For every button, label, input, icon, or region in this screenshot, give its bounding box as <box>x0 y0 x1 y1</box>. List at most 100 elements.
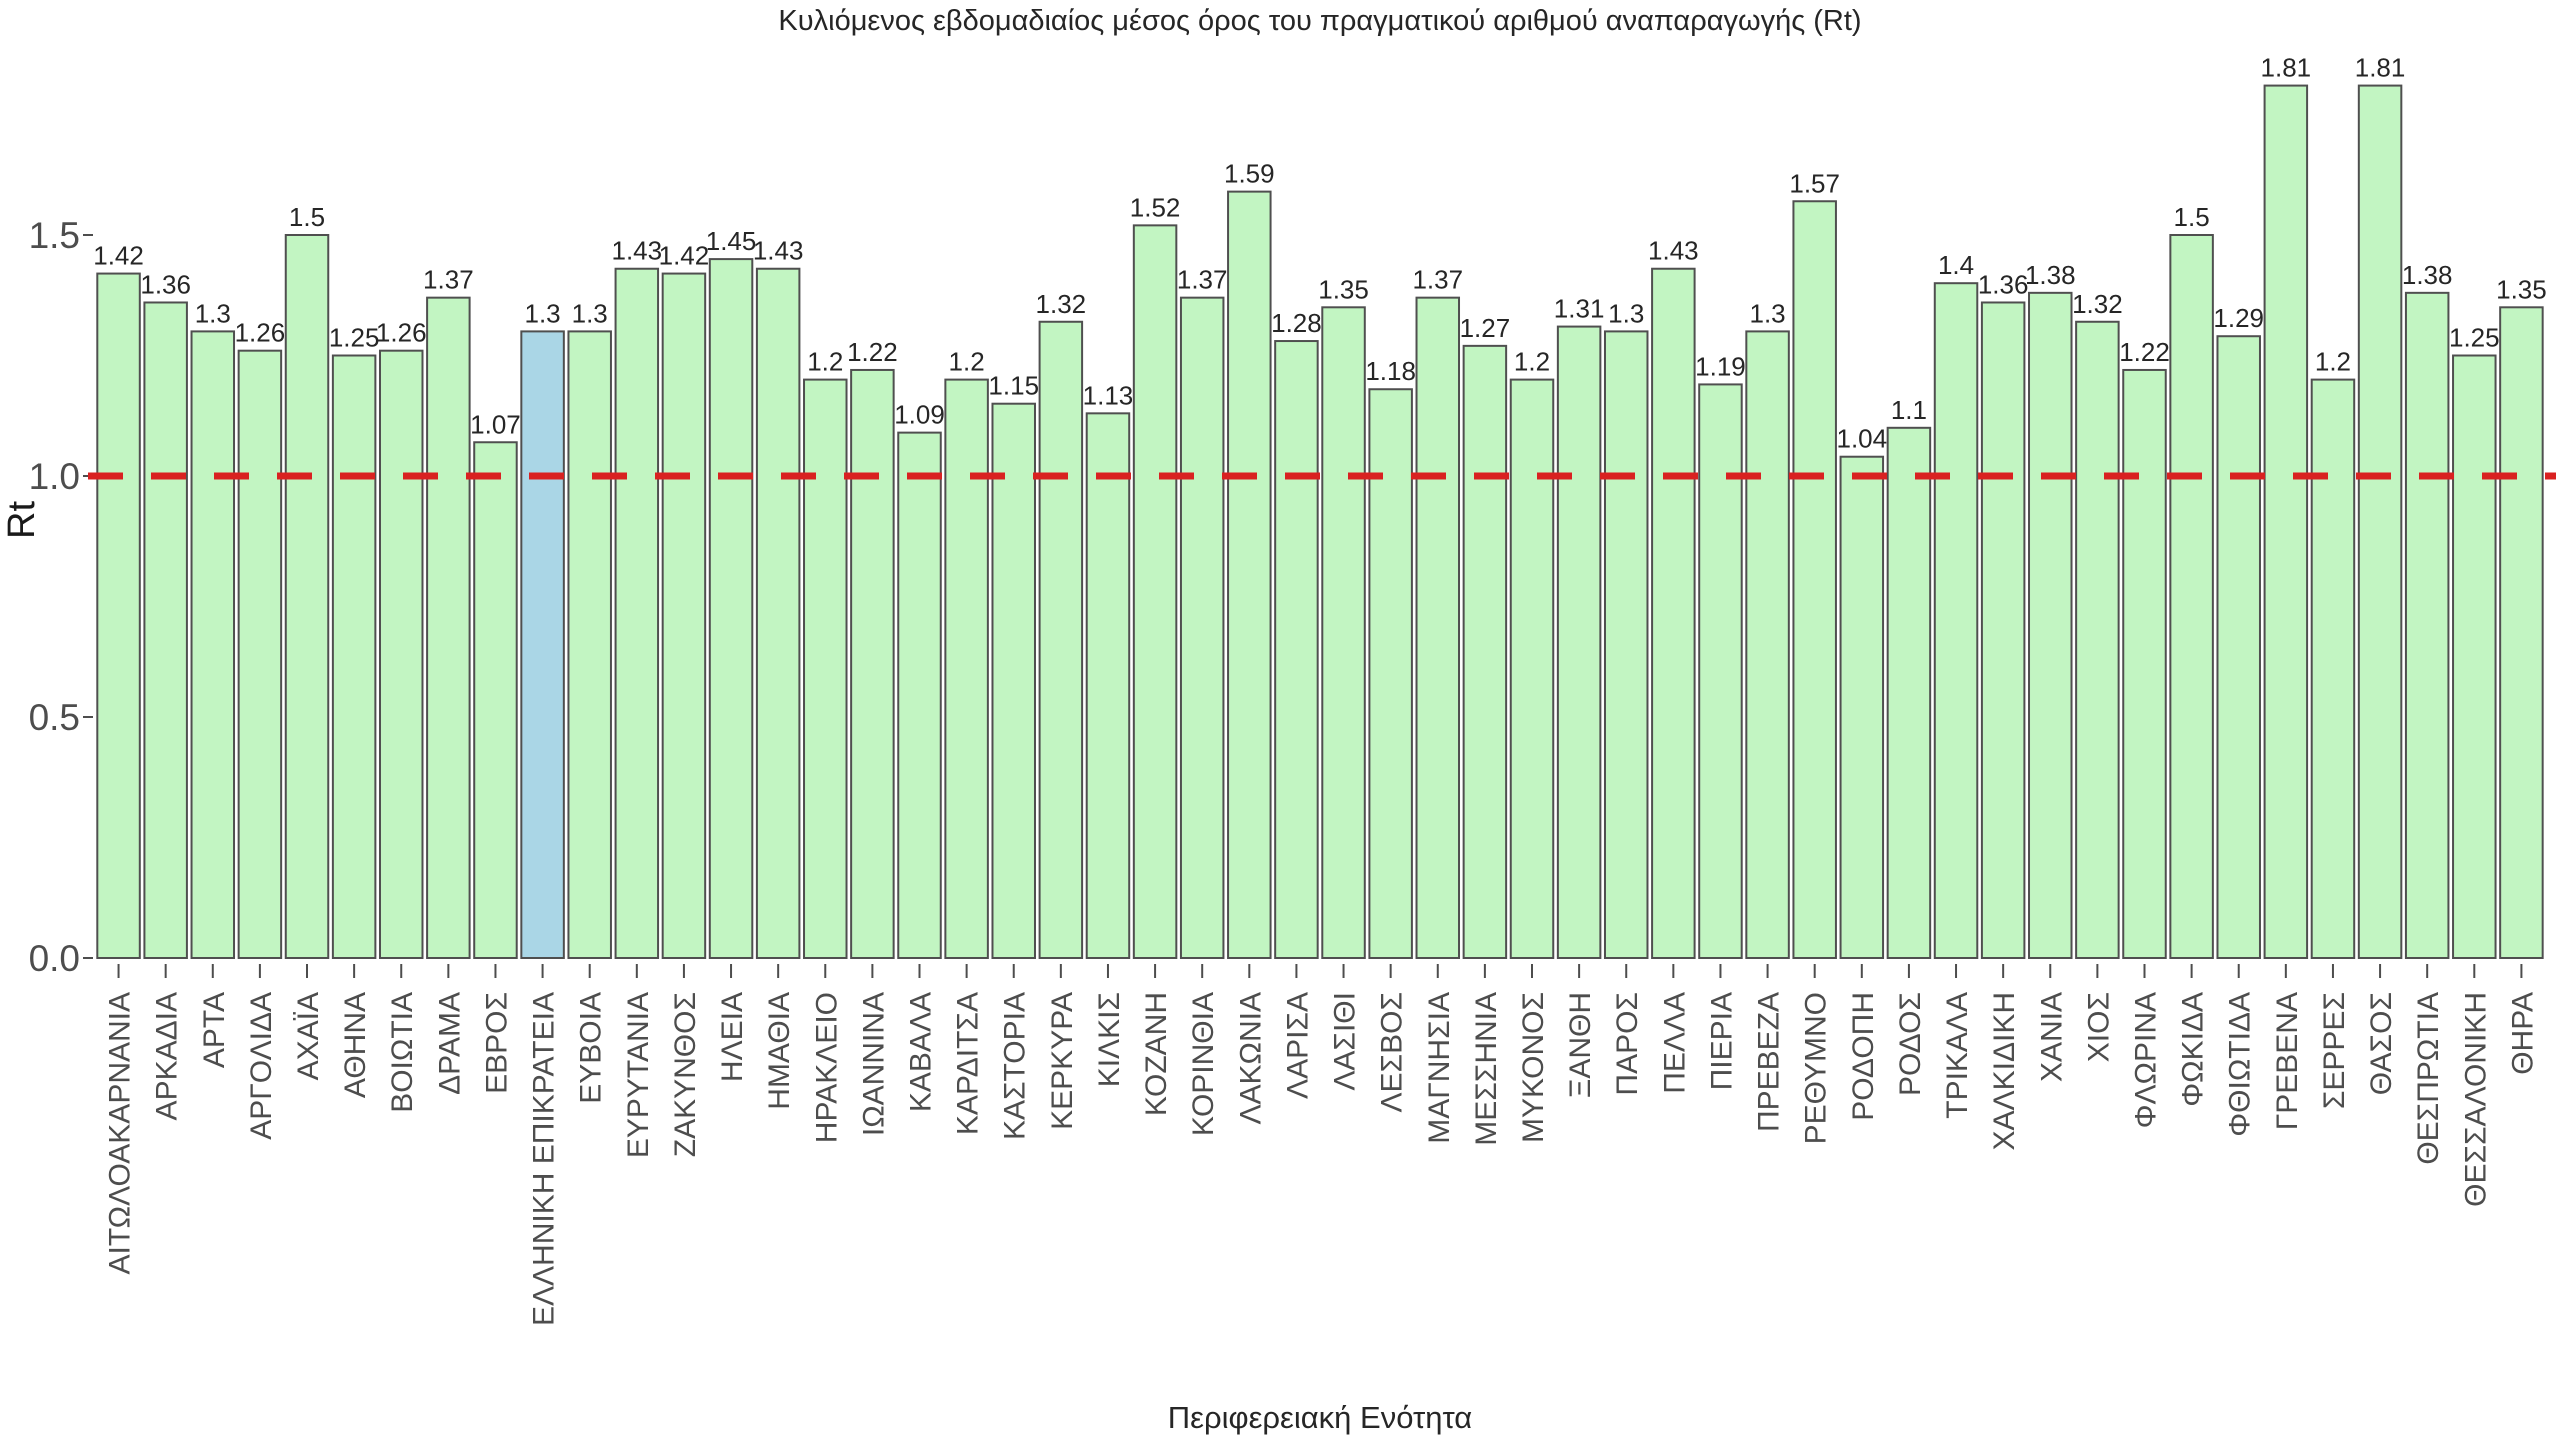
bar-value-label: 1.3 <box>195 298 231 328</box>
bar-value-label: 1.22 <box>847 337 898 367</box>
x-tick-label: ΒΟΙΩΤΙΑ <box>386 992 419 1113</box>
bar-value-label: 1.43 <box>1648 236 1699 266</box>
x-tick-label: ΤΡΙΚΑΛΑ <box>1941 992 1974 1119</box>
y-axis-ticks: 0.0 0.5 1.0 1.5 <box>29 215 93 979</box>
x-tick-label: ΑΧΑΪΑ <box>292 992 325 1080</box>
bar-value-label: 1.26 <box>235 318 286 348</box>
bar <box>237 349 283 959</box>
bar-value-label: 1.43 <box>753 236 804 266</box>
bar <box>2075 320 2120 959</box>
x-tick-label: ΘΗΡΑ <box>2506 992 2539 1075</box>
bar-value-label: 1.32 <box>2072 289 2123 319</box>
bar <box>2216 335 2261 960</box>
x-tick-label: ΚΟΡΙΝΘΙΑ <box>1187 992 1220 1136</box>
bar-value-label: 1.5 <box>2174 202 2210 232</box>
x-tick-label: ΛΕΣΒΟΣ <box>1376 992 1409 1112</box>
x-tick-label: ΗΛΕΙΑ <box>716 992 749 1082</box>
bar <box>331 354 377 959</box>
bar <box>284 234 330 959</box>
bar <box>1274 340 1319 960</box>
x-tick-label: ΑΡΚΑΔΙΑ <box>151 992 184 1120</box>
x-tick-label: ΑΘΗΝΑ <box>339 992 372 1098</box>
bar-value-label: 1.4 <box>1938 250 1974 280</box>
x-tick-label: ΜΑΓΝΗΣΙΑ <box>1423 992 1456 1144</box>
bar-value-label: 1.25 <box>2449 323 2500 353</box>
bar <box>897 431 942 959</box>
bar <box>2028 291 2073 959</box>
x-tick-label: ΦΩΚΙΔΑ <box>2177 992 2210 1107</box>
x-tick-label: ΕΒΡΟΣ <box>480 992 513 1094</box>
x-tick-label: ΚΑΣΤΟΡΙΑ <box>999 992 1032 1140</box>
bar <box>1792 200 1837 959</box>
chart-title: Κυλιόμενος εβδομαδιαίος μέσος όρος του π… <box>778 5 1861 37</box>
bar <box>190 330 236 959</box>
bar-value-label: 1.38 <box>2402 260 2453 290</box>
bar <box>2310 378 2356 960</box>
bar-value-label: 1.1 <box>1891 395 1927 425</box>
bar-value-label: 1.31 <box>1554 294 1605 324</box>
x-tick-label: ΣΕΡΡΕΣ <box>2318 992 2351 1109</box>
x-tick-label: ΕΥΡΥΤΑΝΙΑ <box>622 992 655 1158</box>
bar <box>96 272 141 959</box>
x-tick-label: ΓΡΕΒΕΝΑ <box>2271 992 2304 1130</box>
bar-value-label: 1.45 <box>706 226 757 256</box>
x-tick-label: ΗΡΑΚΛΕΙΟ <box>810 992 843 1143</box>
bar <box>2357 84 2403 959</box>
bar <box>2169 234 2214 959</box>
x-tick-label: ΕΛΛΗΝΙΚΗ ΕΠΙΚΡΑΤΕΙΑ <box>528 992 561 1326</box>
x-tick-label: ΠΡΕΒΕΖΑ <box>1753 992 1786 1132</box>
x-tick-label: ΚΙΛΚΙΣ <box>1093 992 1126 1087</box>
bar-value-label: 1.28 <box>1271 308 1322 338</box>
bar <box>1745 330 1790 959</box>
bar-value-label: 1.57 <box>1789 168 1840 198</box>
bar-value-label: 1.19 <box>1695 351 1746 381</box>
bar-value-label: 1.2 <box>807 347 843 377</box>
bar <box>1227 190 1272 959</box>
bar-value-label: 1.3 <box>572 298 608 328</box>
bar <box>1132 224 1178 960</box>
bar-value-label: 1.81 <box>2355 53 2406 83</box>
bar <box>803 378 848 960</box>
x-tick-label: ΑΡΓΟΛΙΔΑ <box>245 992 278 1140</box>
x-tick-label: ΖΑΚΥΝΘΟΣ <box>669 992 702 1157</box>
x-tick-label: ΞΑΝΘΗ <box>1564 992 1597 1098</box>
x-tick-label: ΡΕΘΥΜΝΟ <box>1800 992 1833 1144</box>
x-tick-label: ΚΕΡΚΥΡΑ <box>1046 992 1079 1130</box>
x-tick-label: ΛΑΣΙΘΙ <box>1329 992 1362 1091</box>
bar <box>567 330 612 959</box>
bar-value-label: 1.37 <box>1412 265 1463 295</box>
x-tick-label: ΠΑΡΟΣ <box>1611 992 1644 1096</box>
bar-value-label: 1.25 <box>329 323 380 353</box>
bar <box>1509 378 1555 960</box>
x-tick-label: ΜΥΚΟΝΟΣ <box>1517 992 1550 1143</box>
bar <box>2404 291 2450 959</box>
x-tick-label: ΧΑΛΚΙΔΙΚΗ <box>1988 992 2021 1150</box>
x-tick-label: ΕΥΒΟΙΑ <box>575 992 608 1104</box>
bar-value-label: 1.38 <box>2025 260 2076 290</box>
bar-value-label: 1.36 <box>1978 269 2029 299</box>
y-tick-label: 1.5 <box>29 215 80 256</box>
x-tick-label: ΛΑΡΙΣΑ <box>1281 992 1314 1099</box>
x-tick-label: ΦΛΩΡΙΝΑ <box>2129 992 2162 1128</box>
bar <box>614 267 660 959</box>
x-tick-label: ΠΕΛΛΑ <box>1658 992 1691 1094</box>
bar <box>1556 325 1602 959</box>
x-tick-label: ΜΕΣΣΗΝΙΑ <box>1470 992 1503 1146</box>
bar <box>1651 267 1696 959</box>
y-tick-label: 1.0 <box>29 456 80 497</box>
bar <box>850 368 895 959</box>
bars <box>96 84 2544 960</box>
x-tick-label: ΘΑΣΟΣ <box>2365 992 2398 1095</box>
bar-value-label: 1.35 <box>2496 274 2547 304</box>
bar <box>473 441 518 959</box>
bar <box>2263 84 2309 959</box>
bar-value-label: 1.2 <box>949 347 985 377</box>
bar <box>1698 383 1743 960</box>
bar-value-label: 1.42 <box>93 241 144 271</box>
x-tick-label: ΚΟΖΑΝΗ <box>1140 992 1173 1116</box>
bar-value-label: 1.32 <box>1036 289 1087 319</box>
bar <box>1179 296 1225 960</box>
bar-value-label: 1.22 <box>2119 337 2170 367</box>
bar <box>1933 282 1979 959</box>
x-tick-label: ΑΙΤΩΛΟΑΚΑΡΝΑΝΙΑ <box>104 992 137 1274</box>
